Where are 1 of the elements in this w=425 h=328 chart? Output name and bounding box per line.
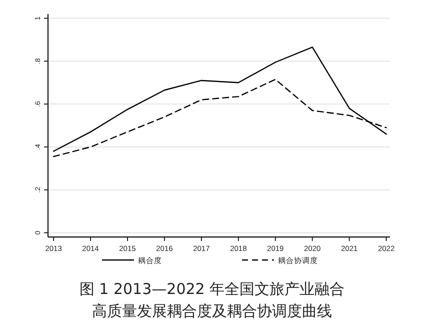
text: 图 1 2013—2022 年全国文旅产业融合高质量发展耦合度及耦合协调度曲线 xyxy=(78,279,346,322)
